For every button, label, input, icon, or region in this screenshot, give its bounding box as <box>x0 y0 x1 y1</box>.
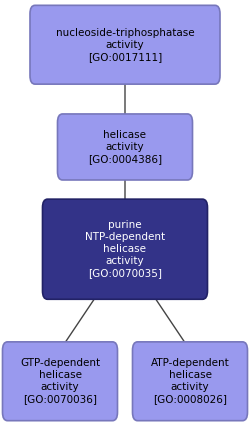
Text: purine
NTP-dependent
helicase
activity
[GO:0070035]: purine NTP-dependent helicase activity [… <box>85 220 165 278</box>
Text: ATP-dependent
helicase
activity
[GO:0008026]: ATP-dependent helicase activity [GO:0008… <box>150 358 230 404</box>
Text: helicase
activity
[GO:0004386]: helicase activity [GO:0004386] <box>88 130 162 164</box>
FancyBboxPatch shape <box>30 5 220 84</box>
Text: nucleoside-triphosphatase
activity
[GO:0017111]: nucleoside-triphosphatase activity [GO:0… <box>56 28 194 62</box>
FancyBboxPatch shape <box>42 199 207 299</box>
FancyBboxPatch shape <box>2 342 117 421</box>
Text: GTP-dependent
helicase
activity
[GO:0070036]: GTP-dependent helicase activity [GO:0070… <box>20 358 100 404</box>
FancyBboxPatch shape <box>132 342 248 421</box>
FancyBboxPatch shape <box>58 114 192 180</box>
